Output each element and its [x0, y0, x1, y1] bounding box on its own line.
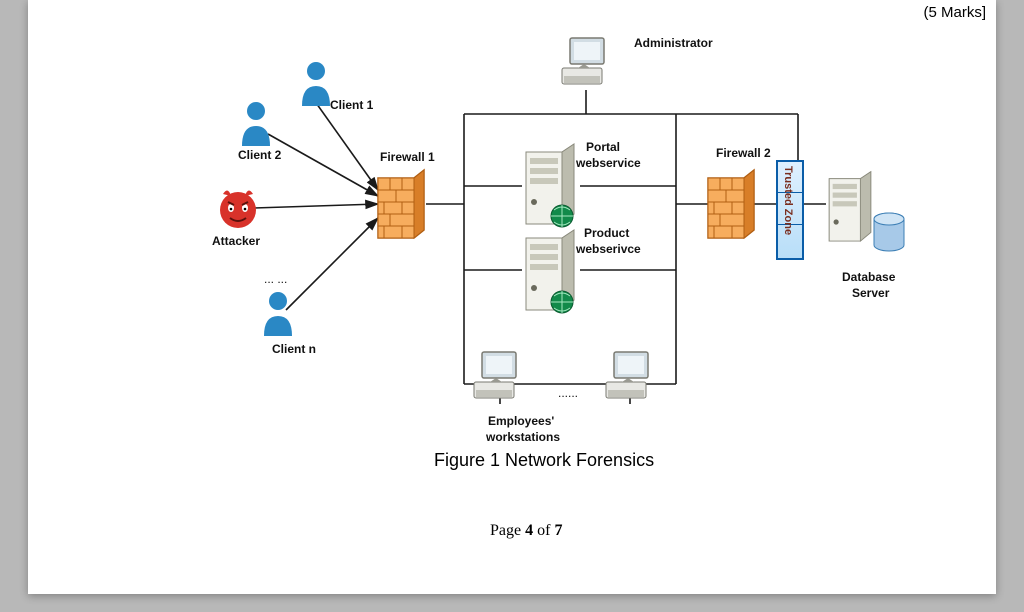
firewall2-icon: [706, 168, 756, 240]
page-pre: Page: [490, 522, 525, 539]
portal-label-2: webservice: [576, 156, 641, 170]
trusted-zone-label: Trusted Zone: [782, 166, 794, 235]
connector-lines: [28, 0, 996, 594]
clientn-label: Client n: [272, 342, 316, 356]
page-tot: 7: [554, 522, 562, 539]
client2-icon: [238, 100, 274, 150]
employee-ellipsis: ......: [558, 386, 578, 400]
product-server-icon: [520, 228, 580, 318]
attacker-label: Attacker: [212, 234, 260, 248]
db-label-2: Server: [852, 286, 889, 300]
product-label-2: webserivce: [576, 242, 641, 256]
page-mid: of: [533, 522, 554, 539]
db-server-icon: [824, 164, 876, 254]
fw1-label: Firewall 1: [380, 150, 435, 164]
client2-label: Client 2: [238, 148, 281, 162]
clients-ellipsis: ... ...: [264, 272, 287, 286]
attacker-icon: [216, 184, 260, 232]
employee-pc2-icon: [600, 350, 660, 405]
clientn-icon: [260, 290, 296, 340]
employee-pc1-icon: [468, 350, 528, 405]
portal-server-icon: [520, 142, 580, 232]
portal-label-1: Portal: [586, 140, 620, 154]
fw2-label: Firewall 2: [716, 146, 771, 160]
page-number: Page 4 of 7: [490, 522, 562, 540]
client1-icon: [298, 60, 334, 110]
product-label-1: Product: [584, 226, 629, 240]
db-label-1: Database: [842, 270, 895, 284]
document-page: (5 Marks] Administrator Client 1: [28, 0, 996, 594]
employee-label-1: Employees': [488, 414, 554, 428]
employee-label-2: workstations: [486, 430, 560, 444]
network-diagram: Administrator Client 1 Client 2 Attacker: [28, 0, 996, 594]
client1-label: Client 1: [330, 98, 373, 112]
page-cur: 4: [525, 522, 533, 539]
firewall1-icon: [376, 168, 426, 240]
db-cylinder-icon: [872, 212, 906, 252]
admin-computer-icon: [556, 36, 616, 91]
admin-label: Administrator: [634, 36, 713, 50]
figure-caption: Figure 1 Network Forensics: [434, 450, 654, 471]
